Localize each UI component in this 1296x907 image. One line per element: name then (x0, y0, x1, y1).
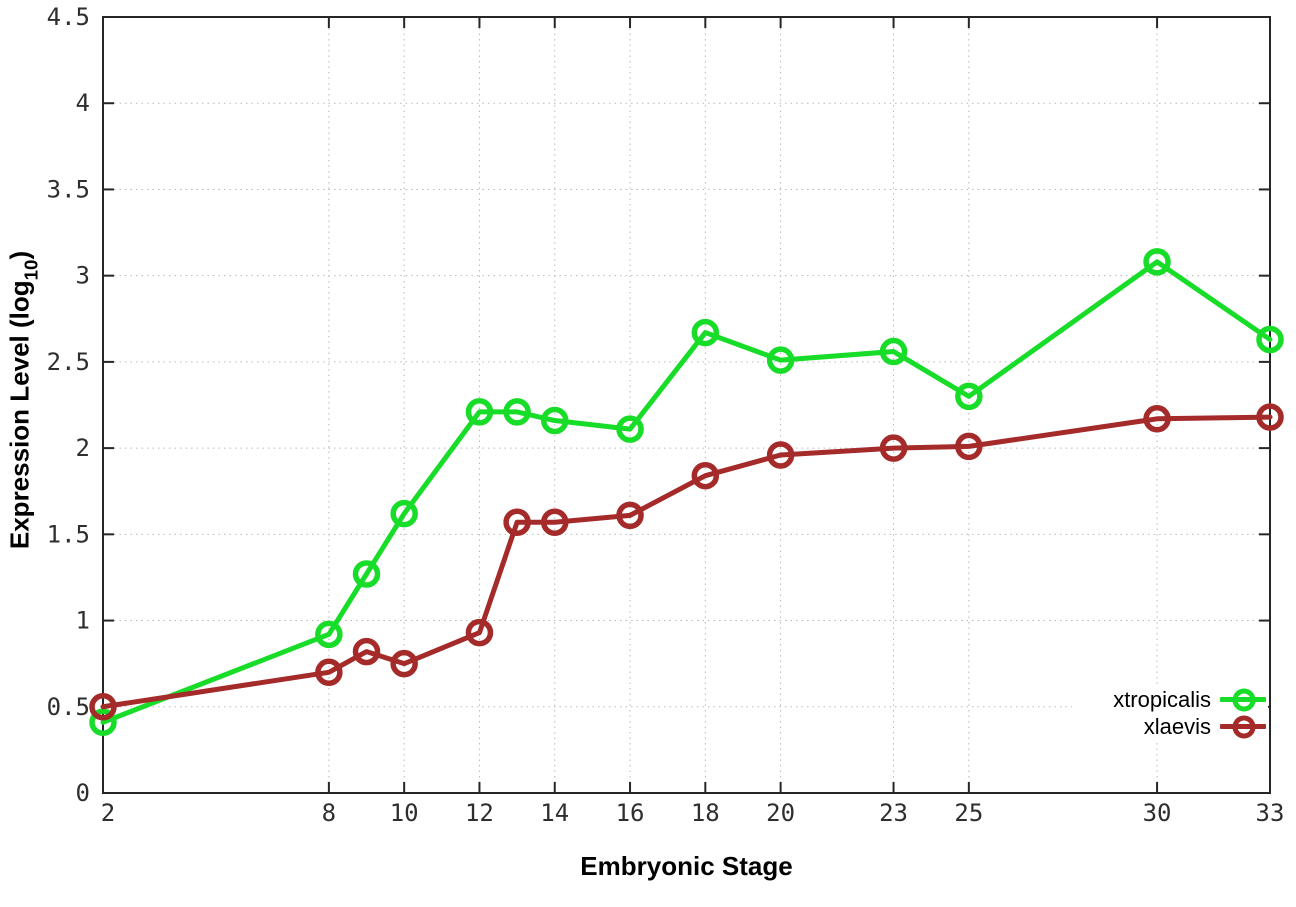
y-axis-title: Expression Level (log10) (4, 251, 42, 550)
x-tick-label: 14 (540, 799, 569, 827)
y-axis-title-subscript: 10 (20, 259, 42, 281)
data-point-xlaevis (1256, 403, 1284, 431)
legend-point-sample (1232, 715, 1256, 738)
data-point-xtropicalis (315, 620, 343, 649)
y-tick-label: 1.5 (47, 520, 90, 548)
data-point-xtropicalis (1143, 248, 1171, 276)
y-tick-label: 4 (76, 89, 90, 117)
data-point-xlaevis (89, 693, 117, 721)
data-point-xlaevis (691, 461, 720, 490)
data-point-xtropicalis (503, 398, 531, 426)
data-point-xlaevis (503, 508, 531, 537)
y-tick-label: 2 (76, 434, 90, 462)
y-tick-label: 3 (76, 262, 90, 290)
x-axis-title: Embryonic Stage (103, 851, 1270, 882)
data-point-xtropicalis (879, 337, 908, 366)
legend-label: xlaevis (1143, 714, 1211, 739)
data-point-xlaevis (390, 649, 418, 678)
x-tick-label: 2 (101, 799, 115, 827)
data-point-xlaevis (315, 658, 343, 687)
data-point-xtropicalis (390, 499, 418, 528)
plot-border (102, 16, 1271, 794)
data-point-xtropicalis (766, 346, 795, 374)
x-tick-label: 30 (1143, 799, 1172, 827)
data-point-xtropicalis (955, 382, 983, 411)
data-point-xlaevis (766, 441, 795, 469)
x-tick-label: 23 (879, 799, 908, 827)
series-line-xtropicalis (100, 259, 1273, 725)
x-axis-title-text: Embryonic Stage (580, 851, 793, 881)
legend: xtropicalis xlaevis (1072, 686, 1268, 740)
y-tick-label: 0 (76, 779, 90, 807)
data-point-xtropicalis (691, 318, 720, 347)
data-point-xlaevis (879, 434, 908, 462)
data-point-xtropicalis (616, 415, 644, 443)
legend-point-sample (1232, 688, 1256, 711)
data-point-xtropicalis (1256, 325, 1284, 354)
x-tick-label: 33 (1256, 799, 1285, 827)
series-marker-icon (1220, 713, 1268, 740)
y-tick-label: 3.5 (47, 175, 90, 203)
data-point-xtropicalis (540, 406, 569, 435)
series-marker-icon (1220, 686, 1268, 713)
y-tick-label: 0.5 (47, 693, 90, 721)
data-point-xlaevis (540, 508, 569, 537)
x-tick-label: 10 (390, 799, 419, 827)
data-point-xtropicalis (89, 708, 117, 737)
x-tick-label: 18 (691, 799, 720, 827)
y-tick-label: 4.5 (47, 3, 90, 31)
x-tick-label: 12 (465, 799, 494, 827)
data-point-xlaevis (352, 637, 381, 666)
x-tick-label: 16 (616, 799, 645, 827)
data-point-xlaevis (955, 432, 983, 461)
data-point-xlaevis (465, 618, 494, 647)
data-point-xtropicalis (465, 398, 494, 426)
y-axis-title-text: Expression Level (log (4, 280, 35, 550)
legend-label: xtropicalis (1113, 687, 1211, 712)
data-point-xtropicalis (352, 560, 381, 588)
y-tick-label: 2.5 (47, 348, 90, 376)
x-tick-label: 20 (766, 799, 795, 827)
x-tick-label: 8 (322, 799, 336, 827)
data-point-xlaevis (616, 501, 644, 530)
legend-item-xlaevis: xlaevis (1072, 713, 1268, 740)
data-point-xlaevis (1143, 405, 1171, 433)
x-tick-label: 25 (954, 799, 983, 827)
series-line-xlaevis (100, 414, 1273, 710)
y-tick-label: 1 (76, 607, 90, 635)
legend-item-xtropicalis: xtropicalis (1072, 686, 1268, 713)
